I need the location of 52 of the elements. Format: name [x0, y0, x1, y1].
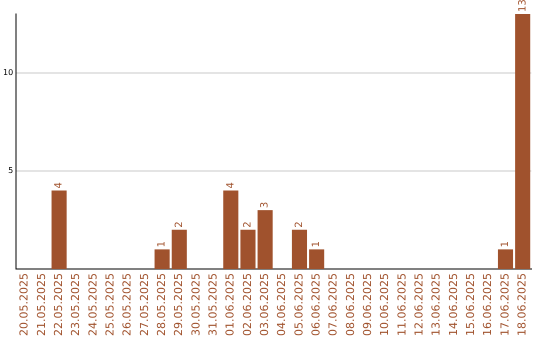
data-label: 13 [517, 0, 528, 12]
x-tick-label: 15.06.2025 [464, 273, 478, 336]
bar [515, 14, 530, 270]
bar [240, 230, 256, 270]
x-tick-label: 09.06.2025 [361, 273, 374, 336]
x-tick-label: 27.05.2025 [138, 273, 151, 336]
x-tick-label: 21.05.2025 [34, 273, 48, 336]
x-tick-label: 30.05.2025 [189, 273, 202, 336]
y-tick-label: 5 [8, 166, 14, 176]
x-tick-label: 18.06.2025 [516, 273, 529, 336]
data-label: 2 [294, 221, 306, 228]
x-tick-label: 26.05.2025 [120, 273, 134, 336]
x-tick-label: 25.05.2025 [103, 273, 116, 336]
bar [309, 249, 324, 270]
x-tick-label: 17.06.2025 [498, 273, 512, 336]
x-tick-label: 24.05.2025 [86, 273, 100, 336]
x-tick-label: 08.06.2025 [344, 273, 357, 336]
bar [154, 249, 170, 270]
x-tick-label: 10.06.2025 [378, 273, 392, 336]
x-tick-label: 23.05.2025 [69, 273, 82, 336]
data-label: 2 [174, 221, 185, 228]
x-tick-label: 11.06.2025 [395, 273, 408, 336]
x-tick-label: 03.06.2025 [258, 273, 271, 336]
bar [292, 230, 308, 270]
x-tick-label: 06.06.2025 [309, 273, 322, 336]
x-tick-label: 22.05.2025 [52, 273, 65, 336]
bar [258, 210, 273, 270]
x-tick-label: 28.05.2025 [154, 273, 168, 336]
x-tick-label: 12.06.2025 [412, 273, 426, 336]
x-tick-label: 04.06.2025 [275, 273, 288, 336]
bar [498, 249, 514, 270]
y-tick-label: 10 [2, 68, 14, 77]
x-tick-label: 14.06.2025 [446, 273, 460, 336]
x-tick-label: 29.05.2025 [172, 273, 186, 336]
data-label: 1 [311, 241, 322, 248]
x-tick-label: 31.05.2025 [206, 273, 220, 336]
data-label: 3 [260, 202, 271, 208]
x-tick-label: 05.06.2025 [292, 273, 306, 336]
data-label: 2 [242, 221, 254, 228]
data-label: 1 [156, 241, 168, 248]
x-tick-label: 13.06.2025 [430, 273, 443, 336]
x-tick-label: 01.06.2025 [224, 273, 237, 336]
data-label: 1 [500, 241, 512, 248]
data-label: 4 [225, 182, 236, 189]
bar [172, 230, 187, 270]
data-label: 4 [54, 182, 65, 189]
bar [223, 190, 238, 270]
x-tick-label: 16.06.2025 [481, 273, 494, 336]
x-tick-label: 07.06.2025 [326, 273, 340, 336]
x-tick-label: 20.05.2025 [18, 273, 31, 336]
x-tick-label: 02.06.2025 [240, 273, 254, 336]
bar [52, 190, 67, 270]
